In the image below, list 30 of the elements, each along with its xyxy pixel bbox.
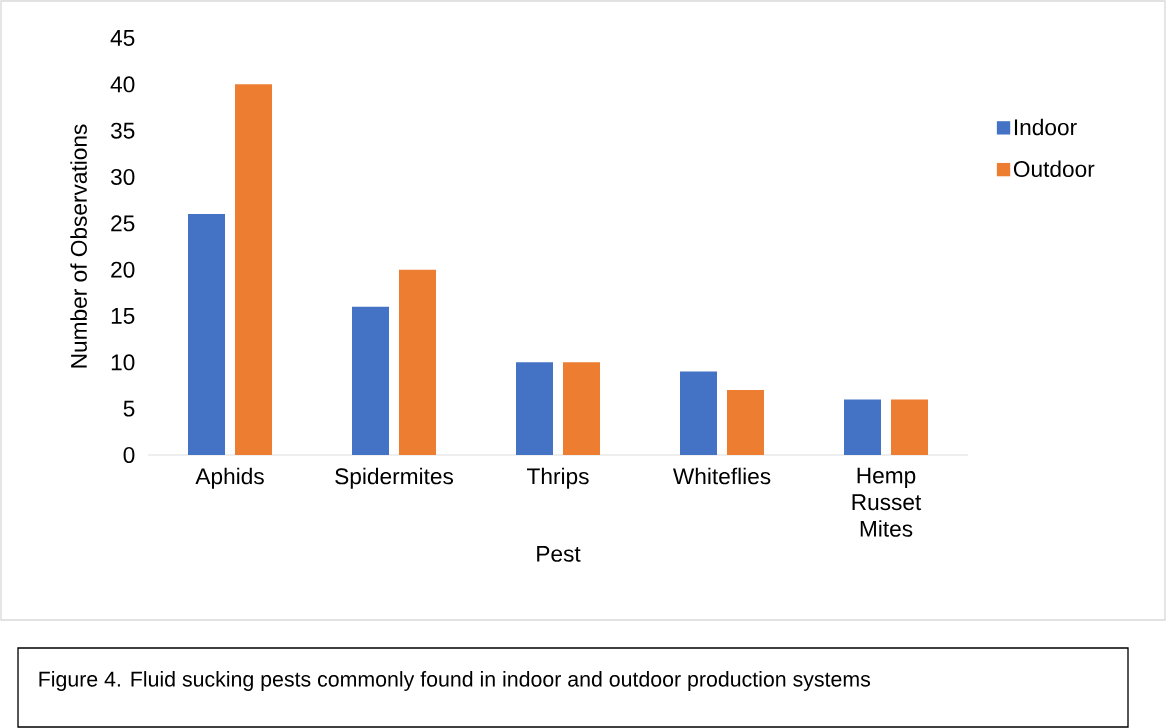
x-axis-title: Pest bbox=[537, 546, 581, 562]
y-tick-label: 15 bbox=[111, 308, 135, 324]
y-tick-label: 35 bbox=[110, 122, 135, 139]
bar bbox=[516, 362, 553, 455]
caption: Figure 4. Fluid sucking pests commonly found in indoor and outdoor production systems bbox=[39, 671, 871, 691]
bar bbox=[352, 306, 390, 455]
x-tick-label: Thrips bbox=[527, 467, 589, 489]
y-tick-label: 20 bbox=[111, 261, 135, 278]
x-tick-label: Whiteflies bbox=[672, 467, 771, 485]
bar bbox=[727, 390, 764, 455]
x-tick-label: Spidermites bbox=[335, 467, 454, 489]
y-tick-label: 30 bbox=[110, 168, 135, 186]
bar bbox=[235, 84, 273, 455]
x-tick-label: Aphids bbox=[195, 467, 264, 489]
bar bbox=[844, 399, 881, 455]
y-axis-title: Number of Observations bbox=[70, 124, 87, 368]
x-tick-label: Hemp Russet Mites bbox=[852, 467, 922, 537]
y-tick-label: 25 bbox=[111, 215, 135, 232]
legend-label: Outdoor bbox=[1013, 160, 1095, 178]
y-tick-label: 40 bbox=[110, 76, 135, 93]
legend-label: Indoor bbox=[1014, 118, 1077, 136]
bar bbox=[399, 269, 437, 455]
bar bbox=[188, 214, 226, 455]
bar bbox=[891, 399, 928, 455]
y-tick-label: 0 bbox=[123, 446, 135, 464]
bar bbox=[563, 362, 601, 455]
y-tick-label: 45 bbox=[110, 30, 135, 46]
y-tick-label: 5 bbox=[123, 400, 135, 417]
y-tick-label: 10 bbox=[111, 354, 135, 371]
bar bbox=[680, 371, 717, 455]
